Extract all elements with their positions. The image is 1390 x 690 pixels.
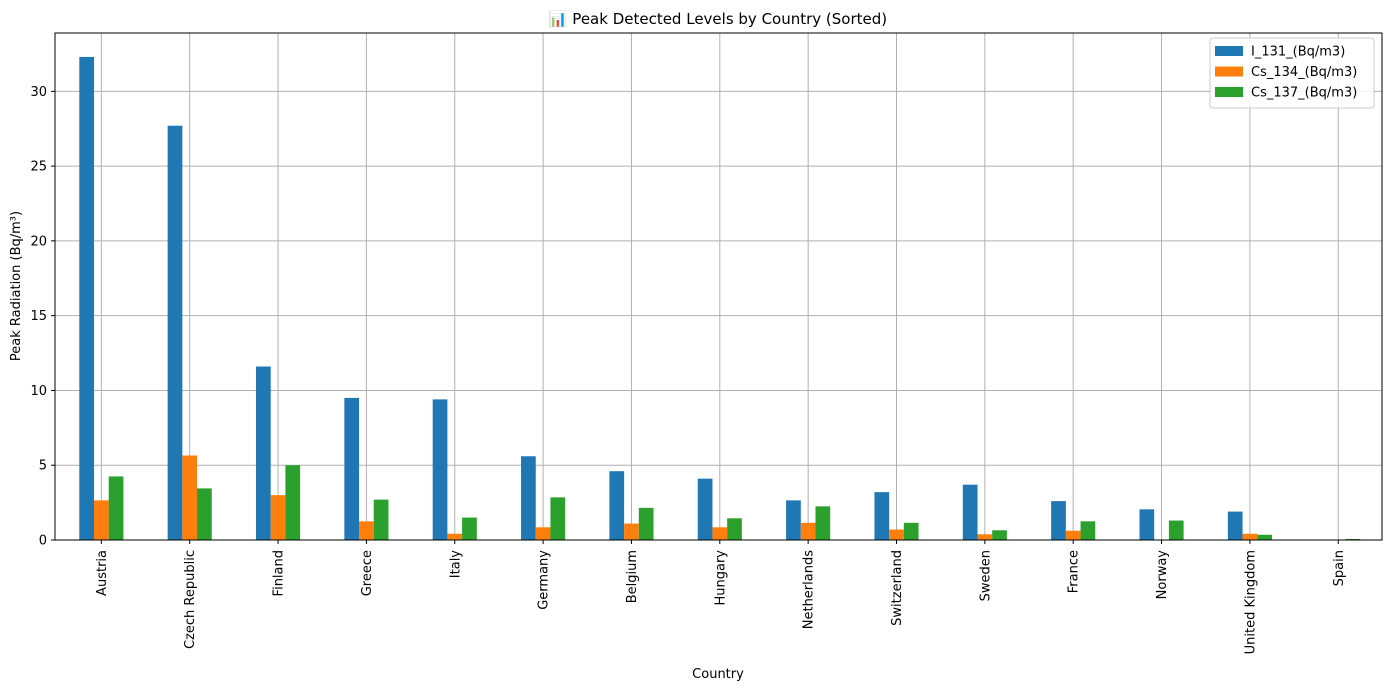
bar <box>285 465 301 540</box>
legend-label: Cs_134_(Bq/m3) <box>1251 65 1357 80</box>
y-tick-label: 0 <box>39 534 47 549</box>
bar <box>889 529 904 540</box>
x-tick-label: Italy <box>448 550 463 579</box>
bar <box>977 534 993 540</box>
bar <box>256 366 271 540</box>
y-tick-label: 10 <box>30 384 47 399</box>
bar <box>521 456 536 540</box>
bar <box>800 522 816 540</box>
bar <box>270 495 286 540</box>
bar <box>1139 509 1155 540</box>
chart-title: 📊 Peak Detected Levels by Country (Sorte… <box>549 10 887 28</box>
bar <box>462 517 477 540</box>
bar <box>1080 521 1096 540</box>
bar <box>712 527 728 540</box>
bar <box>1242 533 1258 540</box>
x-tick-label: Germany <box>537 550 552 610</box>
bar <box>94 500 109 540</box>
bar <box>108 476 124 540</box>
legend-label: Cs_137_(Bq/m3) <box>1251 86 1357 101</box>
x-tick-label: Norway <box>1155 550 1170 600</box>
y-axis-title: Peak Radiation (Bq/m³) <box>9 211 24 361</box>
bar <box>447 533 463 540</box>
x-tick-label: France <box>1067 550 1082 593</box>
x-tick-label: Belgium <box>625 550 640 603</box>
bar <box>79 56 94 541</box>
x-tick-label: Netherlands <box>802 550 817 629</box>
x-tick-label: Finland <box>272 550 287 596</box>
bar <box>1227 511 1243 540</box>
bar <box>1257 534 1272 540</box>
legend-swatch <box>1215 46 1243 56</box>
x-axis: Austria Czech Republic Finland Greece Italy G… <box>95 540 1347 654</box>
y-tick-label: 20 <box>30 234 47 249</box>
bar <box>962 484 978 540</box>
bar <box>874 492 890 540</box>
bar <box>373 499 389 540</box>
legend-swatch <box>1215 66 1243 77</box>
grid <box>55 33 1382 541</box>
bar <box>432 399 448 540</box>
legend-label: I_131_(Bq/m3) <box>1251 45 1345 60</box>
bar <box>1345 538 1361 540</box>
bar <box>624 523 639 540</box>
x-tick-label: United Kingdom <box>1243 550 1258 654</box>
bar <box>197 488 212 540</box>
bar <box>1065 530 1081 540</box>
y-axis: 0 5 10 15 20 25 30 <box>30 85 55 549</box>
bar <box>1168 520 1184 540</box>
y-tick-label: 5 <box>39 459 47 474</box>
y-tick-label: 25 <box>30 160 47 175</box>
legend: I_131_(Bq/m3) Cs_134_(Bq/m3) Cs_137_(Bq/m3… <box>1209 37 1375 109</box>
bar <box>182 455 198 540</box>
bar <box>697 478 713 540</box>
y-tick-label: 30 <box>30 85 47 100</box>
x-axis-title: Country <box>692 667 744 682</box>
bar <box>815 506 831 540</box>
bar <box>344 397 360 540</box>
legend-box <box>1209 37 1375 109</box>
bar <box>727 518 742 540</box>
y-tick-label: 15 <box>30 309 47 324</box>
x-tick-label: Spain <box>1332 550 1347 586</box>
x-tick-label: Austria <box>95 550 110 596</box>
bar <box>550 497 566 540</box>
x-tick-label: Greece <box>360 550 375 596</box>
bar <box>1051 501 1066 540</box>
x-tick-label: Switzerland <box>890 550 905 626</box>
bar <box>359 521 374 540</box>
bar <box>638 507 654 540</box>
bar <box>609 471 625 540</box>
bar <box>786 500 801 540</box>
bar <box>903 522 919 540</box>
legend-swatch <box>1215 87 1243 97</box>
bar <box>992 530 1007 540</box>
bars <box>79 56 1361 541</box>
bar <box>535 527 551 540</box>
x-tick-label: Hungary <box>713 550 728 606</box>
plot-area-frame <box>54 32 1383 541</box>
bar <box>167 125 183 541</box>
x-tick-label: Sweden <box>978 550 993 601</box>
x-tick-label: Czech Republic <box>183 550 198 649</box>
